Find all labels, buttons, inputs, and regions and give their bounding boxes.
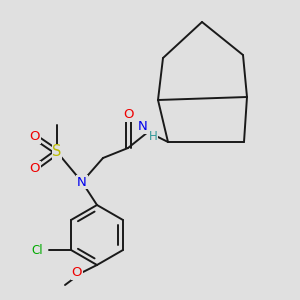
Text: O: O: [123, 109, 133, 122]
Text: O: O: [30, 130, 40, 143]
Text: O: O: [72, 266, 82, 280]
Text: N: N: [77, 176, 87, 188]
Text: S: S: [52, 145, 62, 160]
Text: H: H: [148, 130, 158, 142]
Text: Cl: Cl: [32, 244, 43, 256]
Text: N: N: [138, 121, 148, 134]
Text: O: O: [30, 161, 40, 175]
